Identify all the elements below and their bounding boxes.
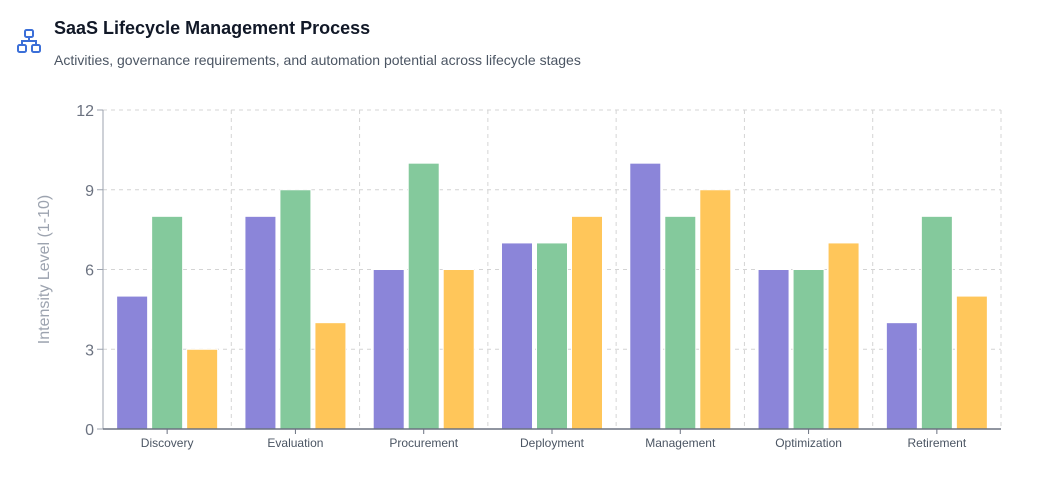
bar-management-series-3 [699, 189, 732, 430]
y-tick-label: 3 [85, 342, 94, 359]
page-subtitle: Activities, governance requirements, and… [54, 52, 581, 68]
bar-procurement-series-2 [407, 162, 440, 430]
bar-retirement-series-1 [885, 322, 918, 430]
x-tick-label: Retirement [908, 436, 967, 450]
x-tick-label: Management [645, 436, 716, 450]
bar-discovery-series-2 [151, 215, 184, 430]
bar-optimization-series-2 [792, 269, 825, 430]
bar-discovery-series-3 [186, 348, 219, 430]
bar-management-series-1 [629, 162, 662, 430]
bar-retirement-series-3 [955, 295, 988, 430]
x-tick-label: Optimization [775, 436, 842, 450]
y-tick-label: 12 [76, 103, 94, 120]
y-tick-label: 0 [85, 422, 94, 439]
bar-procurement-series-1 [372, 269, 405, 430]
x-tick-label: Procurement [389, 436, 458, 450]
x-tick-label: Deployment [520, 436, 585, 450]
bar-management-series-2 [664, 215, 697, 430]
x-tick-label: Discovery [141, 436, 194, 450]
bar-deployment-series-1 [501, 242, 533, 430]
y-tick-label: 6 [85, 263, 94, 280]
bar-evaluation-series-2 [279, 189, 312, 430]
bar-evaluation-series-3 [314, 322, 347, 430]
bar-deployment-series-3 [571, 215, 603, 430]
bar-procurement-series-3 [442, 269, 475, 430]
bar-optimization-series-1 [757, 269, 790, 430]
bar-deployment-series-2 [536, 242, 568, 430]
bar-optimization-series-3 [827, 242, 860, 430]
chart-header: SaaS Lifecycle Management Process Activi… [16, 14, 1016, 74]
sitemap-icon [16, 28, 42, 54]
x-tick-label: Evaluation [267, 436, 323, 450]
bar-evaluation-series-1 [244, 215, 277, 430]
y-axis-title: Intensity Level (1-10) [36, 195, 53, 344]
bar-retirement-series-2 [920, 215, 953, 430]
bar-discovery-series-1 [116, 295, 149, 430]
y-tick-label: 9 [85, 183, 94, 200]
page-title: SaaS Lifecycle Management Process [54, 18, 371, 38]
